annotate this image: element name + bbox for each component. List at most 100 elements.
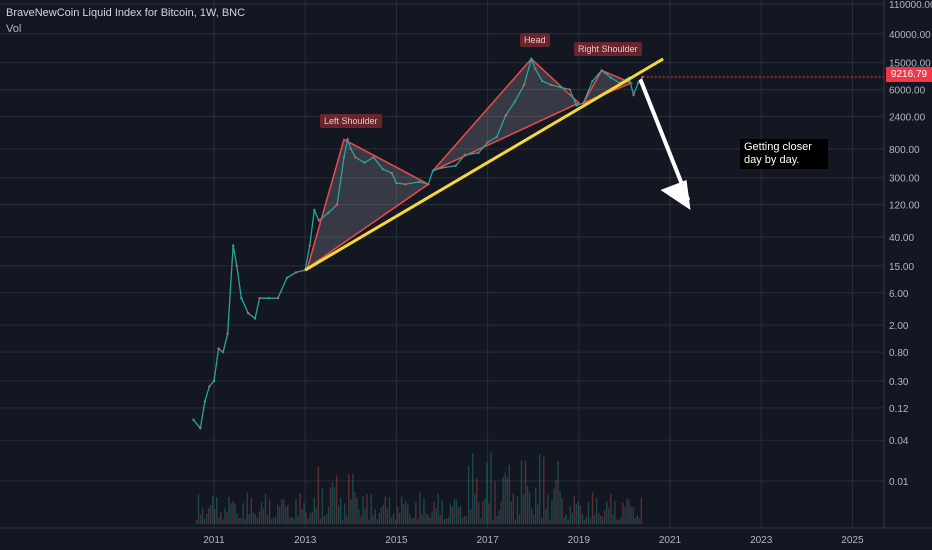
volume-bar: [467, 465, 470, 524]
volume-bar: [325, 514, 328, 524]
volume-bar: [484, 498, 486, 524]
x-tick-label: 2011: [203, 535, 225, 546]
volume-bar: [400, 496, 403, 524]
volume-bar: [622, 503, 624, 524]
volume-bar: [291, 516, 293, 524]
price-point: [568, 88, 571, 91]
volume-bar: [392, 513, 395, 524]
volume-bar: [268, 499, 271, 524]
volume-bar: [567, 519, 569, 524]
price-point: [431, 169, 435, 172]
volume-bar: [429, 517, 431, 524]
volume-bar: [583, 519, 586, 524]
price-point: [346, 138, 349, 141]
price-point: [363, 161, 366, 164]
volume-bar: [435, 508, 437, 524]
volume-bar: [234, 504, 236, 524]
volume-bar: [421, 514, 423, 524]
volume-bar: [634, 518, 636, 524]
price-point: [609, 76, 612, 79]
volume-bar: [439, 514, 441, 524]
volume-bar: [587, 501, 590, 524]
volume-bar: [449, 503, 452, 524]
volume-bar: [465, 516, 468, 524]
price-point: [559, 86, 562, 89]
x-tick-label: 2019: [568, 535, 591, 546]
price-point: [504, 114, 508, 117]
price-point: [454, 164, 457, 167]
volume-bar: [262, 508, 265, 524]
volume-bar: [382, 504, 385, 524]
volume-bar: [218, 517, 220, 524]
volume-bar: [246, 492, 248, 524]
volume-bar: [579, 505, 582, 524]
volume-bar: [510, 501, 513, 524]
volume-bar: [553, 488, 555, 524]
volume-bar: [441, 500, 443, 524]
note-text-box[interactable]: Getting closer day by day.: [740, 139, 828, 169]
price-point: [575, 104, 578, 107]
volume-bar: [443, 519, 445, 524]
volume-bar: [323, 516, 326, 524]
volume-bar: [524, 460, 527, 524]
volume-bar: [545, 508, 547, 524]
volume-bar: [216, 497, 218, 524]
volume-bar: [508, 464, 510, 524]
volume-bar: [561, 498, 563, 524]
volume-bar: [415, 502, 417, 524]
y-tick-label: 40000.00: [889, 30, 931, 41]
price-point: [591, 79, 594, 83]
volume-bar: [309, 513, 311, 524]
volume-bar: [606, 501, 608, 524]
volume-bar: [339, 497, 342, 524]
volume-bar: [238, 517, 240, 524]
volume-bar: [472, 453, 474, 524]
y-tick-label: 110000.00: [889, 0, 932, 11]
volume-bar: [614, 501, 616, 524]
chart-title: BraveNewCoin Liquid Index for Bitcoin, 1…: [6, 7, 246, 19]
volume-bar: [360, 516, 362, 524]
price-point: [203, 400, 207, 403]
head-tag[interactable]: Head: [520, 33, 550, 47]
volume-bar: [630, 506, 632, 524]
volume-bar: [482, 501, 484, 524]
volume-bar: [433, 502, 435, 524]
volume-bar: [321, 488, 324, 524]
volume-bar: [272, 517, 275, 524]
volume-bar: [636, 515, 638, 524]
volume-bar: [612, 514, 614, 524]
volume-bar: [402, 503, 405, 524]
volume-bar: [547, 494, 549, 524]
volume-bar: [362, 495, 364, 524]
right-shoulder-tag[interactable]: Right Shoulder: [574, 42, 642, 56]
volume-bar: [610, 493, 612, 524]
volume-bar: [242, 503, 244, 524]
volume-bar: [301, 509, 303, 524]
volume-bar: [447, 517, 450, 524]
volume-bar: [565, 514, 567, 524]
price-point: [326, 211, 330, 215]
left-shoulder-tag[interactable]: Left Shoulder: [320, 114, 382, 128]
volume-bar: [457, 506, 460, 524]
volume-bar: [258, 511, 261, 524]
volume-bar: [287, 505, 289, 524]
volume-bar: [396, 506, 399, 524]
price-point: [522, 83, 526, 87]
volume-bar: [616, 519, 618, 524]
volume-bar: [256, 518, 259, 524]
price-point: [534, 67, 537, 71]
price-point: [440, 166, 444, 170]
price-point: [486, 141, 489, 144]
volume-bar: [407, 504, 409, 524]
price-point: [632, 93, 635, 97]
volume-bar: [209, 505, 212, 524]
volume-bar: [488, 503, 490, 524]
volume-bar: [459, 506, 462, 524]
y-tick-label: 0.80: [889, 348, 909, 359]
price-point: [342, 156, 346, 159]
volume-bar: [203, 518, 206, 524]
price-point: [235, 264, 238, 268]
volume-bar: [279, 506, 281, 524]
